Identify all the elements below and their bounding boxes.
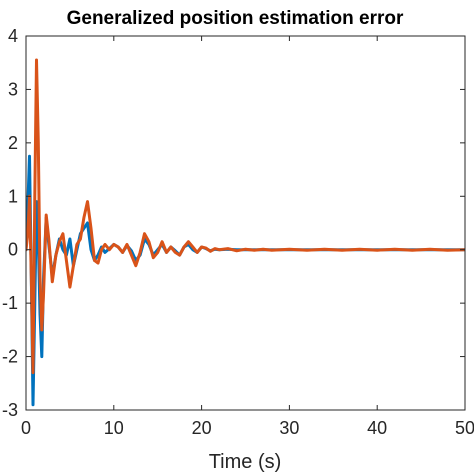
x-tick-label: 10	[104, 418, 124, 438]
chart-title: Generalized position estimation error	[67, 8, 404, 29]
x-tick-label: 20	[192, 418, 212, 438]
x-tick-label: 0	[21, 418, 31, 438]
y-tick-label: 0	[8, 240, 18, 260]
x-tick-label: 40	[367, 418, 387, 438]
x-tick-label: 30	[279, 418, 299, 438]
series-line-1	[26, 154, 465, 407]
series-line-2	[26, 58, 465, 375]
y-tick-label: 1	[8, 186, 18, 206]
y-tick-label: -1	[2, 293, 18, 313]
y-tick-label: 3	[8, 79, 18, 99]
y-tick-label: -2	[2, 347, 18, 367]
x-axis-label: Time (s)	[209, 451, 282, 473]
plot-area: 0 10 20 30 40 50 -3 -2 -1 0 1 2 3 4	[2, 26, 474, 438]
axes-box	[25, 35, 466, 411]
y-tick-label: -3	[2, 400, 18, 420]
x-tick-label: 50	[455, 418, 474, 438]
y-tick-label: 2	[8, 133, 18, 153]
y-tick-label: 4	[8, 26, 18, 46]
